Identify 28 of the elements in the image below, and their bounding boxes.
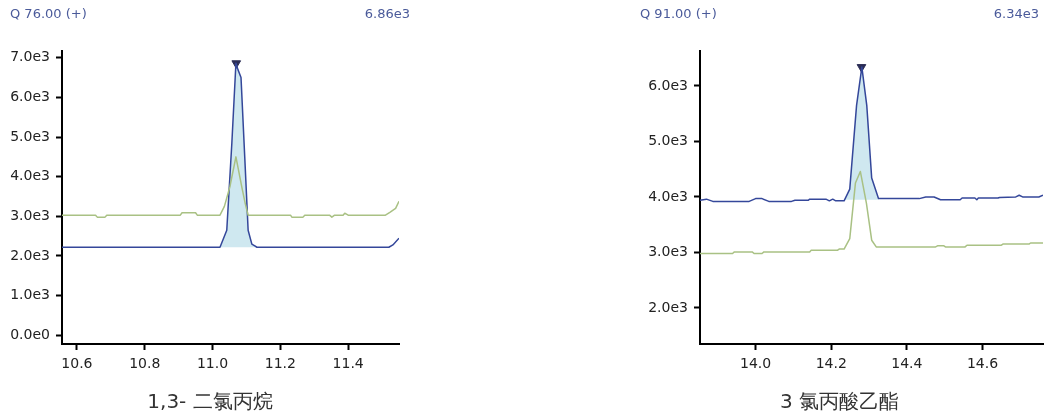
y-tick-label: 0.0e0 <box>10 325 50 342</box>
chart-title: Q 76.00 (+) <box>10 6 87 21</box>
y-tick-label: 3.0e3 <box>10 206 50 223</box>
y-tick-label: 2.0e3 <box>10 246 50 263</box>
y-tick-label: 7.0e3 <box>10 48 50 65</box>
text: 6.86e3 <box>364 6 410 21</box>
y-tick-label: 6.0e3 <box>648 76 688 93</box>
x-tick-label: 10.6 <box>61 355 93 372</box>
x-tick-label: 14.2 <box>815 355 847 372</box>
x-tick-label: 10.8 <box>129 355 161 372</box>
text: 6.34e3 <box>993 6 1039 21</box>
y-tick-label: 4.0e3 <box>10 167 50 184</box>
x-axis-title: 3 氯丙酸乙酯 <box>778 388 901 415</box>
x-tick-label: 14.4 <box>891 355 923 372</box>
y-tick-label: 3.0e3 <box>648 243 688 260</box>
x-tick-label: 11.2 <box>264 355 296 372</box>
y-tick-label: 6.0e3 <box>10 88 50 105</box>
x-axis-title: 1,3- 二氯丙烷 <box>146 388 274 415</box>
y-tick-label: 1.0e3 <box>10 286 50 303</box>
x-tick-label: 11.4 <box>332 355 364 372</box>
chart-title: Q 91.00 (+) <box>640 6 717 21</box>
y-tick-label: 5.0e3 <box>10 127 50 144</box>
y-tick-label: 5.0e3 <box>648 132 688 149</box>
x-tick-label: 14.6 <box>966 355 999 372</box>
y-tick-label: 2.0e3 <box>648 298 688 315</box>
y-tick-label: 4.0e3 <box>648 187 688 204</box>
x-tick-label: 14.0 <box>740 355 772 372</box>
x-tick-label: 11.0 <box>196 355 229 372</box>
